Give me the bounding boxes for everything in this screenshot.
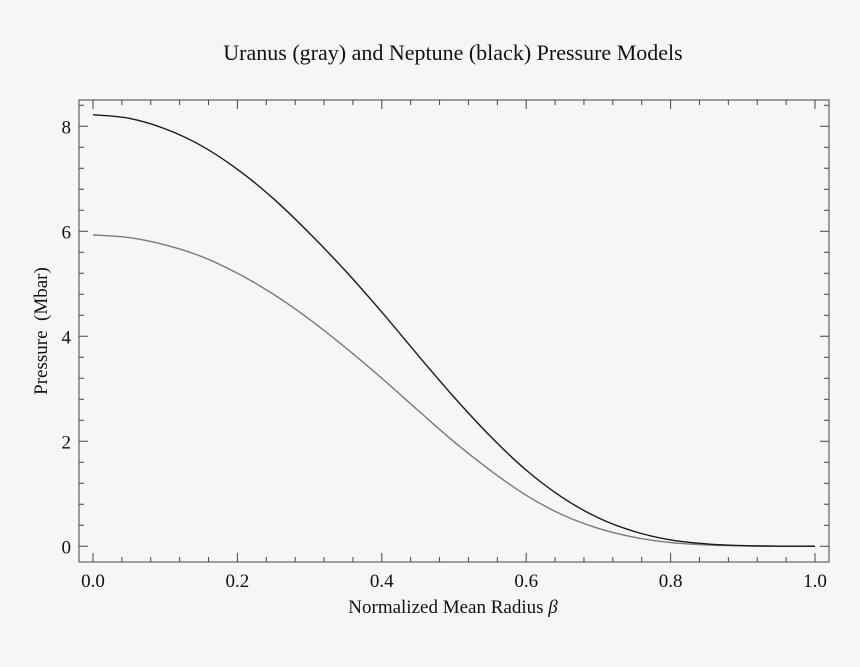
- y-tick-label: 2: [62, 432, 72, 453]
- x-tick-label: 0.4: [370, 571, 394, 592]
- x-tick-labels: 0.0 0.2 0.4 0.6 0.8 1.0: [81, 571, 827, 592]
- x-tick-label: 0.2: [226, 571, 250, 592]
- x-tick-label: 1.0: [803, 571, 827, 592]
- y-tick-label: 6: [62, 222, 72, 243]
- y-tick-label: 0: [62, 537, 72, 558]
- axis-ticks: [79, 100, 829, 562]
- y-axis-label: Pressure (Mbar): [31, 267, 52, 395]
- x-axis-label: Normalized Mean Radius β: [348, 597, 558, 618]
- series-line-neptune: [92, 114, 816, 547]
- y-tick-label: 8: [62, 117, 72, 138]
- x-tick-label: 0.0: [81, 571, 105, 592]
- chart-title: Uranus (gray) and Neptune (black) Pressu…: [223, 40, 682, 65]
- x-tick-label: 0.6: [514, 571, 538, 592]
- plot-frame: [78, 99, 830, 563]
- y-tick-labels: 0 2 4 6 8: [62, 117, 72, 558]
- y-tick-label: 4: [62, 327, 72, 348]
- series-line-uranus: [92, 234, 816, 547]
- x-tick-label: 0.8: [659, 571, 683, 592]
- series-lines: [92, 114, 816, 547]
- x-axis-label-symbol: β: [547, 597, 558, 618]
- x-axis-label-text: Normalized Mean Radius: [348, 597, 543, 618]
